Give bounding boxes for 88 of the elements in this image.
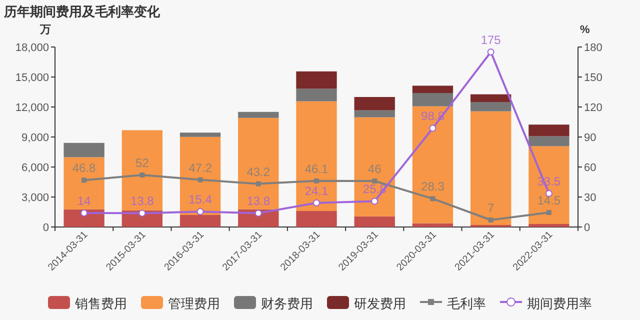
legend-财务费用: 财务费用 <box>234 296 313 311</box>
chart-title: 历年期间费用及毛利率变化 <box>3 4 161 19</box>
bar <box>296 101 337 211</box>
y-tick-label: 18,000 <box>15 42 49 54</box>
point <box>313 199 320 206</box>
bar <box>470 94 512 102</box>
bar <box>296 71 337 89</box>
data-label: 13.8 <box>130 194 154 208</box>
point <box>198 177 203 182</box>
bar <box>528 124 570 136</box>
data-label: 46.8 <box>72 161 96 176</box>
point <box>80 210 88 216</box>
y-tick-label: 12,000 <box>15 102 49 114</box>
y-tick-label: 15,000 <box>15 72 49 84</box>
point <box>140 172 145 178</box>
data-label: 14 <box>77 194 92 208</box>
data-label: 52 <box>135 156 150 170</box>
legend-label: 销售费用 <box>74 296 127 311</box>
point <box>82 178 87 183</box>
bar <box>354 216 395 227</box>
bar <box>354 110 395 118</box>
bar <box>528 146 570 224</box>
point <box>256 181 261 186</box>
point <box>487 48 494 56</box>
y2-tick-label: 180 <box>584 42 602 54</box>
bar <box>64 142 104 158</box>
bar <box>180 215 221 227</box>
data-label: 13.8 <box>246 194 270 208</box>
data-label: 24.1 <box>304 184 328 198</box>
y2-tick-label: 90 <box>584 132 596 144</box>
legend-label: 管理费用 <box>168 296 220 311</box>
data-label: 43.2 <box>246 164 270 179</box>
bar <box>180 132 221 137</box>
bar <box>238 112 279 118</box>
data-label: 15.4 <box>188 192 212 207</box>
point <box>371 198 378 205</box>
legend-label: 财务费用 <box>261 296 313 311</box>
y2-axis-title: % <box>580 24 590 36</box>
bar <box>412 106 454 224</box>
point <box>429 124 436 132</box>
y2-tick-label: 60 <box>584 162 596 174</box>
point <box>138 210 146 217</box>
y2-tick-label: 120 <box>584 102 602 114</box>
point <box>196 208 204 216</box>
y-tick-label: 6,000 <box>21 162 49 174</box>
y-axis-title: 万 <box>39 24 51 36</box>
point <box>254 210 262 217</box>
point <box>488 218 494 222</box>
legend-销售费用: 销售费用 <box>48 296 127 311</box>
point <box>546 210 552 215</box>
y2-tick-label: 0 <box>584 222 590 234</box>
data-label: 46.1 <box>304 162 328 176</box>
y-tick-label: 3,000 <box>21 192 49 204</box>
legend-毛利率: 毛利率 <box>420 296 486 311</box>
data-label: 28.3 <box>421 180 445 194</box>
point <box>314 178 319 184</box>
bar <box>470 111 512 225</box>
y-tick-label: 9,000 <box>21 132 49 144</box>
bar <box>412 93 454 106</box>
legend-管理费用: 管理费用 <box>141 296 220 311</box>
legend-label: 期间费用率 <box>527 296 592 311</box>
data-label: 47.2 <box>188 160 212 175</box>
data-label: 14.5 <box>537 194 561 208</box>
y2-tick-label: 30 <box>584 192 596 204</box>
point <box>430 196 436 202</box>
bar <box>354 97 395 110</box>
y2-tick-label: 150 <box>584 72 602 84</box>
legend-期间费用率: 期间费用率 <box>500 296 592 311</box>
bar <box>64 157 104 210</box>
y-tick-label: 0 <box>42 222 49 234</box>
bar <box>528 136 570 146</box>
legend-label: 研发费用 <box>354 296 406 311</box>
legend-研发费用: 研发费用 <box>327 296 406 311</box>
bar <box>64 209 104 227</box>
bar <box>354 117 395 216</box>
bar <box>296 88 337 102</box>
legend-label: 毛利率 <box>447 296 486 311</box>
bar <box>412 223 454 227</box>
bar <box>180 136 221 215</box>
bar <box>238 118 279 210</box>
bar <box>122 130 163 210</box>
bar <box>412 86 454 93</box>
data-label: 46 <box>368 162 382 176</box>
bar <box>470 102 512 112</box>
bar <box>296 211 337 227</box>
data-label: 7 <box>487 201 494 215</box>
data-label: 175 <box>480 33 502 47</box>
bar <box>528 224 570 227</box>
